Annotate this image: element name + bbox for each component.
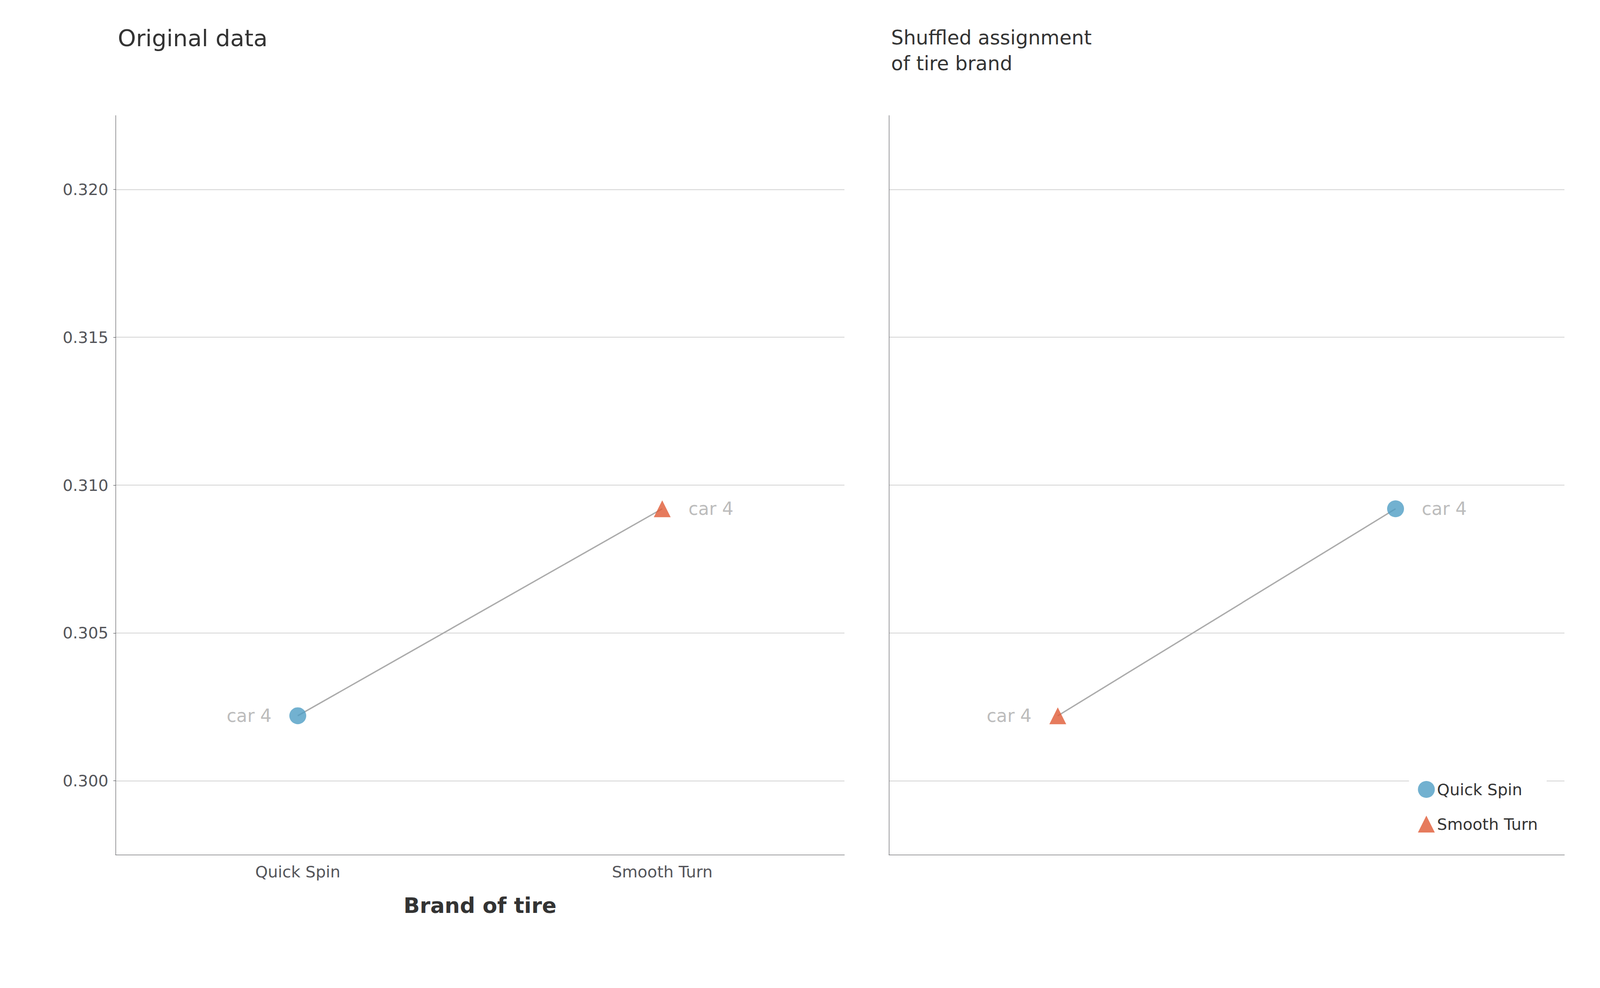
svg-text:Smooth Turn: Smooth Turn [1436, 815, 1538, 834]
svg-text:of tire brand: of tire brand [891, 52, 1013, 75]
svg-text:0.310: 0.310 [62, 476, 109, 495]
svg-text:Quick Spin: Quick Spin [1436, 780, 1523, 800]
svg-text:Original data: Original data [117, 24, 268, 52]
svg-text:Shuffled assignment: Shuffled assignment [891, 26, 1092, 49]
svg-text:0.300: 0.300 [62, 772, 109, 791]
svg-text:car 4: car 4 [1421, 498, 1467, 520]
svg-text:car 4: car 4 [986, 705, 1032, 727]
svg-text:car 4: car 4 [226, 705, 272, 727]
svg-text:Quick Spin: Quick Spin [255, 863, 341, 882]
svg-text:car 4: car 4 [688, 498, 734, 520]
svg-text:0.305: 0.305 [62, 624, 109, 643]
svg-text:0.315: 0.315 [62, 328, 109, 347]
svg-text:0.320: 0.320 [62, 180, 109, 199]
svg-text:Brand of tire: Brand of tire [403, 893, 557, 919]
svg-text:Smooth Turn: Smooth Turn [612, 863, 713, 882]
